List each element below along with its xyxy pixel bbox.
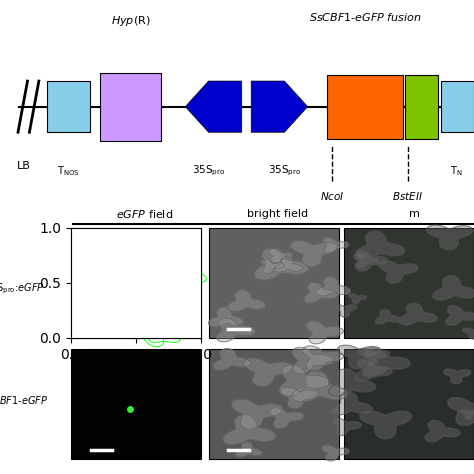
Bar [327, 75, 403, 138]
Text: 35S$_{\rm pro}$:$\it{eGFP}$: 35S$_{\rm pro}$:$\it{eGFP}$ [0, 281, 45, 296]
Text: $\it{Hyp}$(R): $\it{Hyp}$(R) [110, 14, 150, 28]
Polygon shape [322, 445, 349, 461]
Bar [344, 349, 474, 459]
Text: T$_{\rm NOS}$: T$_{\rm NOS}$ [57, 164, 80, 178]
Text: m: m [410, 209, 420, 219]
Bar [71, 228, 201, 338]
Polygon shape [261, 259, 284, 273]
Polygon shape [446, 306, 474, 325]
Polygon shape [363, 348, 410, 377]
Polygon shape [304, 283, 338, 303]
Polygon shape [292, 371, 347, 401]
Polygon shape [328, 369, 376, 396]
Bar [47, 81, 90, 132]
Polygon shape [269, 249, 293, 264]
Polygon shape [379, 261, 418, 283]
Polygon shape [279, 365, 329, 396]
Polygon shape [356, 359, 392, 382]
FancyArrow shape [185, 81, 242, 132]
Polygon shape [427, 225, 473, 250]
Text: LB: LB [17, 161, 31, 172]
Polygon shape [399, 303, 437, 325]
Bar [209, 228, 339, 338]
Polygon shape [323, 237, 348, 253]
Text: 35S$_{\rm pro}$: 35S$_{\rm pro}$ [192, 164, 225, 178]
Text: $\it{BstEII}$: $\it{BstEII}$ [392, 190, 423, 202]
Polygon shape [334, 305, 357, 317]
Bar [209, 349, 339, 459]
Bar [441, 81, 474, 132]
Bar [405, 75, 438, 138]
Polygon shape [236, 442, 262, 457]
Polygon shape [331, 418, 361, 436]
Text: $\it{NcoI}$: $\it{NcoI}$ [319, 190, 344, 202]
Text: bright field: bright field [247, 209, 308, 219]
Polygon shape [303, 346, 344, 371]
Polygon shape [330, 392, 372, 415]
Polygon shape [432, 276, 474, 300]
Polygon shape [306, 321, 343, 344]
Polygon shape [355, 251, 388, 271]
Polygon shape [291, 241, 337, 267]
Polygon shape [447, 398, 474, 426]
Polygon shape [209, 307, 243, 327]
Bar [344, 228, 474, 338]
Text: $\it{SsCBF1}$-$\it{eGFP}$: $\it{SsCBF1}$-$\it{eGFP}$ [0, 394, 48, 406]
Polygon shape [337, 345, 381, 369]
Polygon shape [444, 369, 471, 384]
Polygon shape [244, 358, 293, 386]
Text: $\it{SsCBF1}$-$\it{eGFP}$ fusion: $\it{SsCBF1}$-$\it{eGFP}$ fusion [309, 11, 421, 23]
Polygon shape [356, 231, 404, 259]
Polygon shape [217, 318, 255, 342]
Text: T$_{\rm N}$: T$_{\rm N}$ [450, 164, 463, 178]
Polygon shape [292, 347, 334, 374]
FancyArrow shape [251, 81, 308, 132]
Polygon shape [255, 248, 309, 280]
Text: $\it{eGFP}$ field: $\it{eGFP}$ field [116, 208, 173, 220]
Polygon shape [349, 294, 366, 304]
Polygon shape [354, 253, 379, 269]
Polygon shape [213, 348, 251, 370]
Polygon shape [270, 408, 304, 428]
Polygon shape [460, 410, 474, 419]
Text: 35S$_{\rm pro}$: 35S$_{\rm pro}$ [268, 164, 301, 178]
Polygon shape [316, 277, 350, 296]
Polygon shape [375, 310, 401, 324]
Bar [71, 349, 201, 459]
Polygon shape [360, 411, 412, 439]
Polygon shape [227, 290, 265, 311]
Polygon shape [281, 387, 318, 409]
Bar [100, 73, 161, 141]
Polygon shape [425, 420, 460, 442]
Polygon shape [463, 328, 474, 339]
Polygon shape [274, 256, 302, 272]
Polygon shape [232, 399, 283, 429]
Polygon shape [223, 415, 276, 444]
Polygon shape [358, 349, 390, 366]
